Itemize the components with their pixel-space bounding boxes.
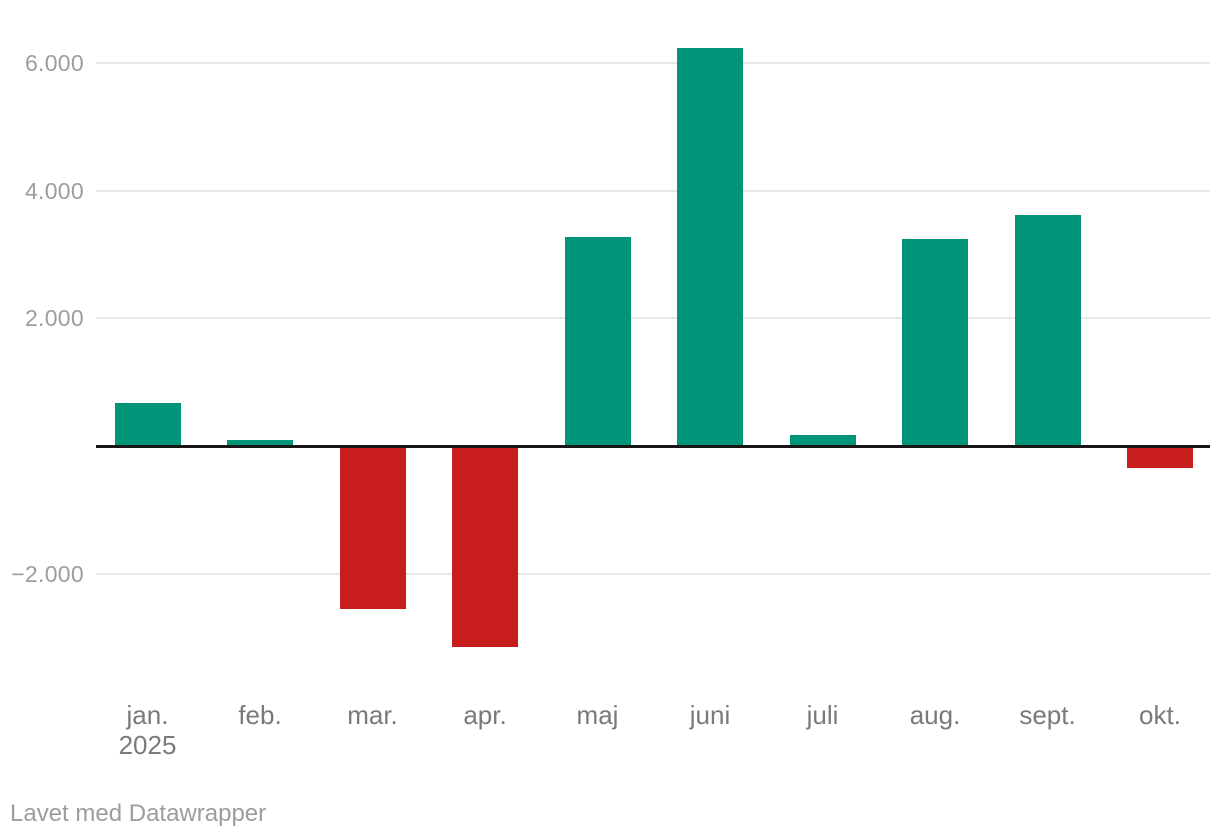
y-tick-label-4000: 4.000 [24, 177, 84, 204]
x-tick-label-sept: sept. [1019, 700, 1076, 730]
x-tick-label-apr: apr. [463, 700, 507, 730]
x-tick-juli: juli [767, 700, 879, 730]
bar-okt[interactable] [1127, 446, 1193, 468]
bar-jan[interactable] [114, 403, 181, 446]
x-tick-label-maj: maj [576, 700, 619, 730]
x-tick-jan: jan. 2025 [92, 700, 204, 760]
bar-juni[interactable] [677, 47, 743, 446]
y-tick-label-2000: 2.000 [24, 305, 84, 332]
gridline--2000 [96, 572, 1210, 575]
gridline-2000 [96, 317, 1210, 320]
x-tick-label-aug: aug. [909, 700, 961, 730]
bar-mar[interactable] [339, 446, 406, 609]
x-tick-sept: sept. [992, 700, 1104, 730]
x-tick-label-mar: mar. [347, 700, 398, 730]
x-tick-label-feb: feb. [238, 700, 282, 730]
bar-aug[interactable] [902, 238, 968, 446]
x-tick-label-juni: juni [689, 700, 731, 730]
x-tick-label-jan: jan. [126, 700, 169, 730]
y-tick-label--2000: −2.000 [11, 560, 84, 587]
bar-sept[interactable] [1014, 215, 1081, 446]
gridline-4000 [96, 189, 1210, 192]
gridline-6000 [96, 62, 1210, 65]
bar-feb[interactable] [227, 440, 293, 446]
x-tick-mar: mar. [317, 700, 429, 730]
x-tick-label-juli: juli [806, 700, 839, 730]
x-tick-okt: okt. [1104, 700, 1216, 730]
bar-apr[interactable] [452, 446, 518, 647]
bar-juli[interactable] [789, 435, 856, 446]
x-tick-year-label: 2025 [118, 730, 177, 760]
x-tick-maj: maj [542, 700, 654, 730]
x-tick-apr: apr. [429, 700, 541, 730]
x-tick-label-okt: okt. [1139, 700, 1181, 730]
attribution-link[interactable]: Lavet med Datawrapper [10, 800, 267, 827]
x-tick-juni: juni [654, 700, 766, 730]
y-tick-label-6000: 6.000 [24, 50, 84, 77]
bar-maj[interactable] [564, 237, 631, 446]
zero-axis-line [96, 445, 1210, 448]
x-tick-feb: feb. [204, 700, 316, 730]
x-tick-aug: aug. [879, 700, 991, 730]
